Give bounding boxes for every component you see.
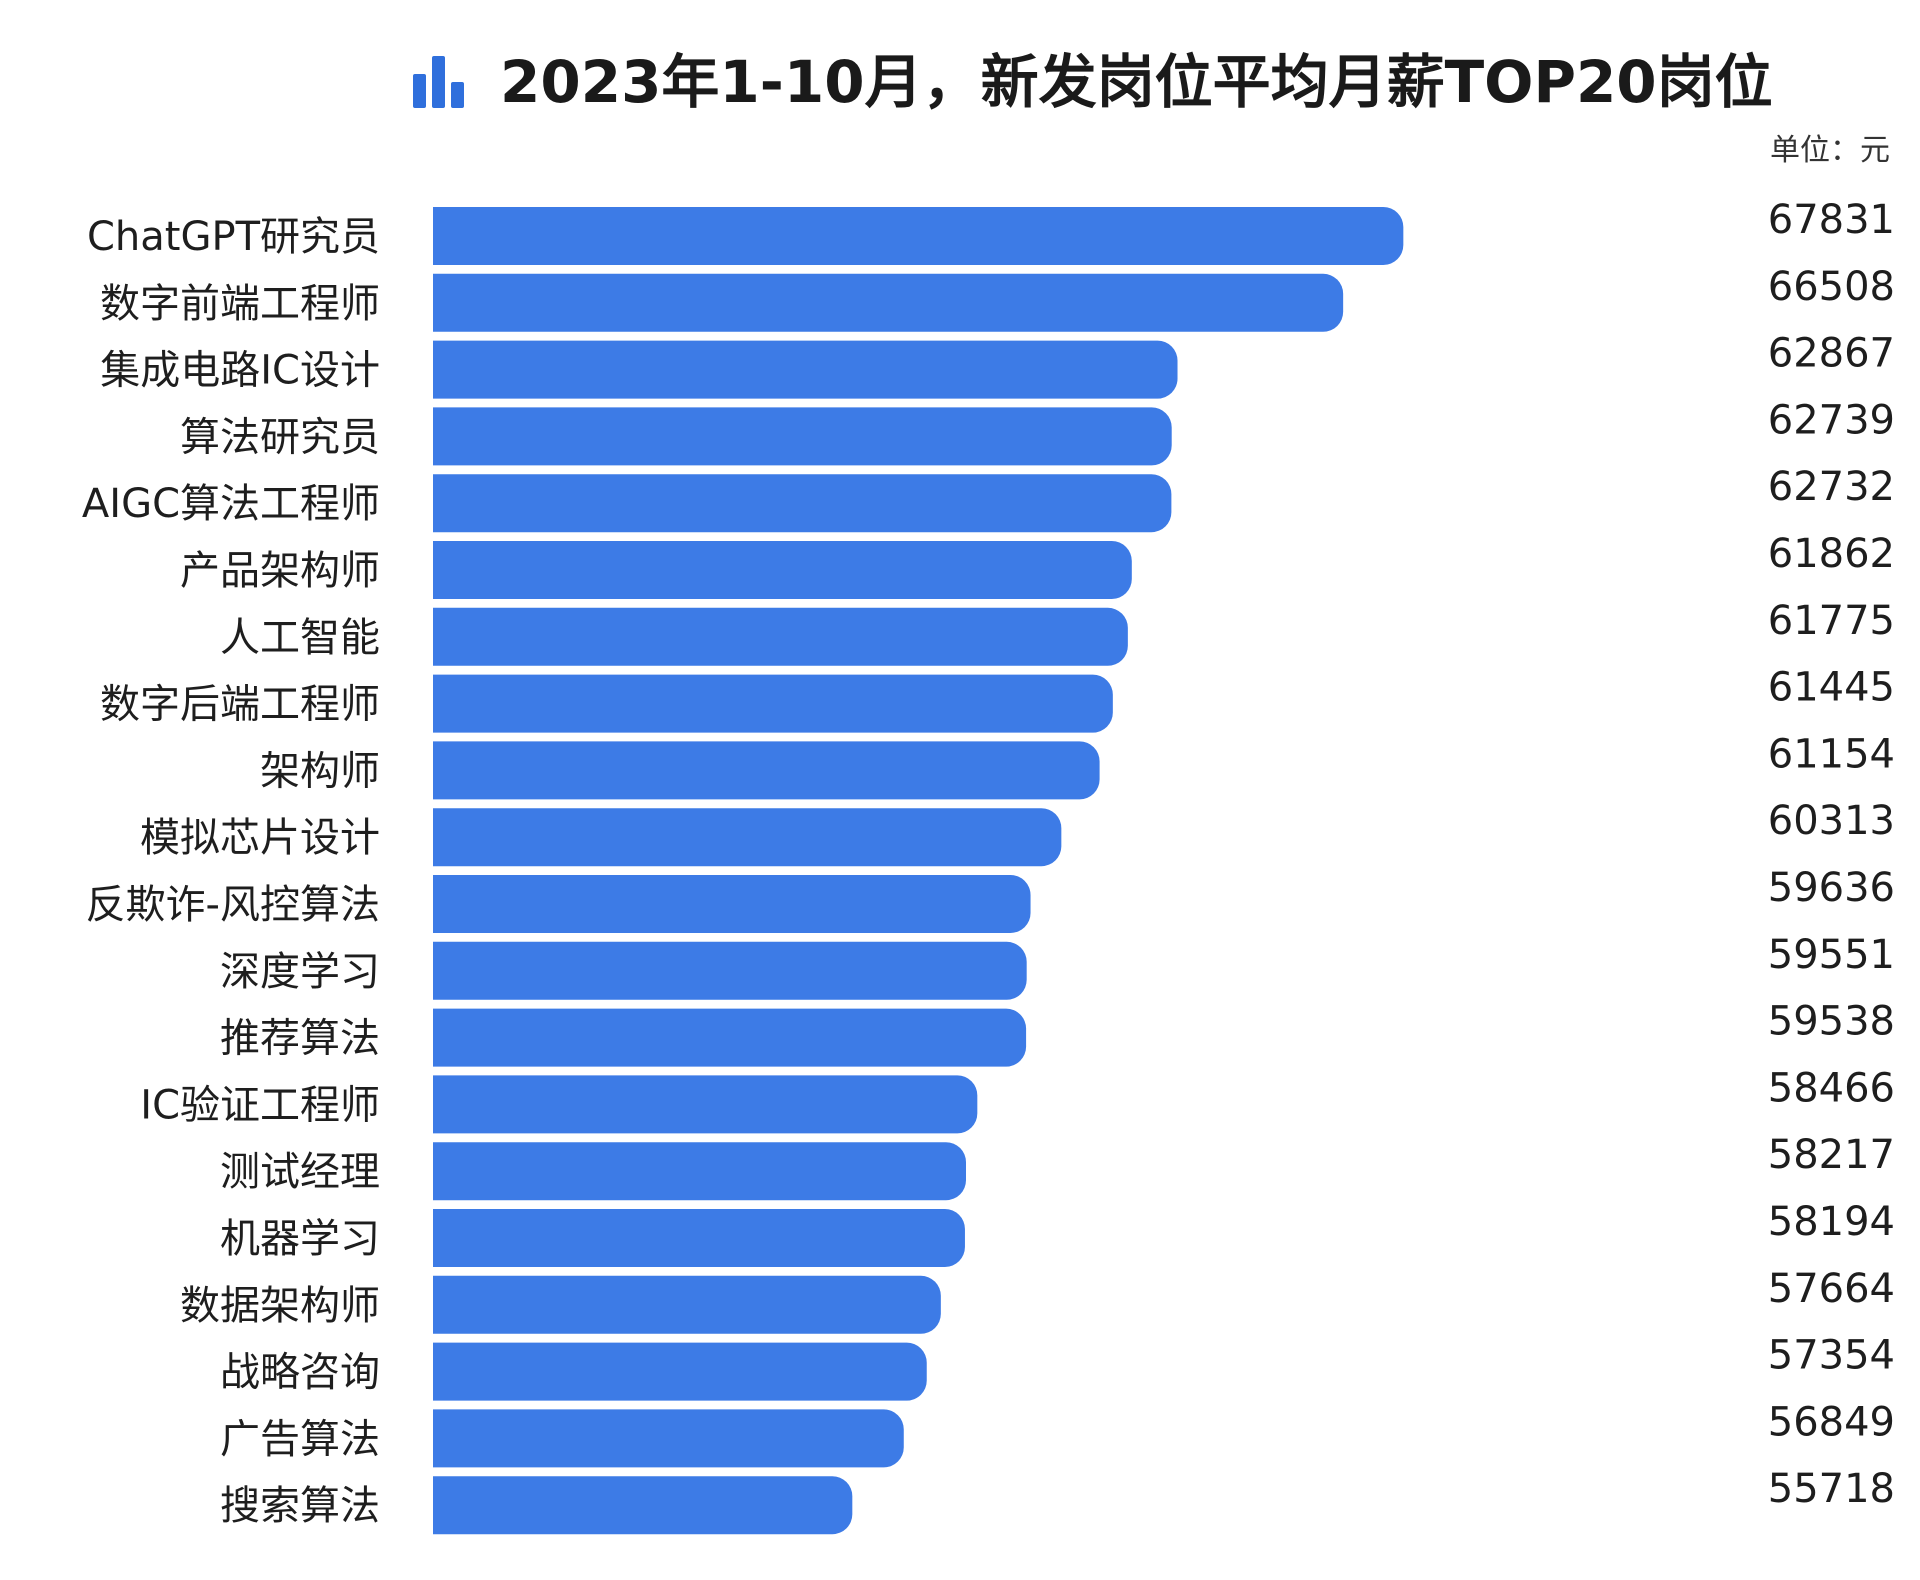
category-label: 搜索算法 (220, 1483, 380, 1529)
chart-title: 2023年1-10月，新发岗位平均月薪TOP20岗位 (500, 48, 1773, 116)
value-label: 61154 (1768, 731, 1895, 777)
bar (433, 941, 1027, 1000)
bar (433, 541, 1132, 599)
value-label: 62739 (1768, 397, 1895, 443)
category-label: 推荐算法 (220, 1016, 380, 1062)
value-label: 67831 (1768, 197, 1895, 243)
bar (433, 1008, 1027, 1067)
value-label: 57354 (1768, 1333, 1895, 1379)
bars (433, 207, 1404, 1535)
value-label: 55718 (1768, 1466, 1895, 1512)
bar (433, 808, 1062, 867)
value-label: 60313 (1768, 798, 1895, 844)
category-label: 算法研究员 (180, 414, 380, 460)
value-labels: 67831 66508 62867 62739 62732 61862 61775 61445… (1768, 197, 1895, 1512)
category-label: 产品架构师 (180, 548, 380, 594)
value-label: 58217 (1768, 1132, 1895, 1178)
bar-chart-icon-bar-3 (451, 82, 464, 108)
bar-chart-icon-bar-2 (432, 56, 445, 108)
category-label: 模拟芯片设计 (140, 815, 380, 861)
category-label: 广告算法 (220, 1416, 380, 1462)
title-group: 2023年1-10月，新发岗位平均月薪TOP20岗位 (413, 48, 1773, 116)
bar (433, 1275, 941, 1334)
bar (433, 1209, 965, 1267)
bar (433, 340, 1178, 399)
category-label: 深度学习 (220, 949, 380, 995)
bar (433, 1409, 904, 1468)
value-label: 66508 (1768, 264, 1895, 310)
bar (433, 607, 1128, 666)
value-label: 61862 (1768, 531, 1895, 577)
value-label: 56849 (1768, 1399, 1895, 1445)
value-label: 62867 (1768, 331, 1895, 377)
value-label: 61445 (1768, 665, 1895, 711)
value-label: 59636 (1768, 865, 1895, 911)
bar (433, 1476, 853, 1535)
bar (433, 474, 1172, 533)
bar (433, 741, 1100, 800)
category-label: 战略咨询 (220, 1350, 380, 1396)
bar (433, 1142, 966, 1201)
bar (433, 1342, 927, 1401)
bar-chart-icon-bar-1 (413, 74, 426, 108)
value-label: 62732 (1768, 464, 1895, 510)
category-label: 人工智能 (220, 615, 380, 661)
value-label: 58466 (1768, 1065, 1895, 1111)
bar (433, 875, 1031, 933)
bar (433, 273, 1344, 332)
value-label: 57664 (1768, 1266, 1895, 1312)
category-label: ChatGPT研究员 (87, 214, 380, 260)
category-label: 测试经理 (220, 1149, 380, 1195)
category-label: 数字前端工程师 (100, 281, 380, 327)
bar (433, 1075, 978, 1134)
category-label: 反欺诈-风控算法 (86, 882, 380, 928)
bar-chart-icon (413, 56, 464, 108)
unit-label: 单位：元 (1770, 133, 1890, 168)
category-label: 数据架构师 (180, 1283, 380, 1329)
category-label: IC验证工程师 (140, 1082, 380, 1128)
bar (433, 674, 1113, 733)
bar (433, 207, 1404, 265)
bar (433, 407, 1172, 466)
value-label: 61775 (1768, 598, 1895, 644)
value-label: 58194 (1768, 1199, 1895, 1245)
category-label: 集成电路IC设计 (100, 348, 380, 394)
category-label: 数字后端工程师 (100, 682, 380, 728)
value-label: 59538 (1768, 999, 1895, 1045)
category-label: AIGC算法工程师 (82, 481, 380, 527)
value-label: 59551 (1768, 932, 1895, 978)
category-label: 机器学习 (220, 1216, 380, 1262)
category-label: 架构师 (260, 748, 380, 794)
